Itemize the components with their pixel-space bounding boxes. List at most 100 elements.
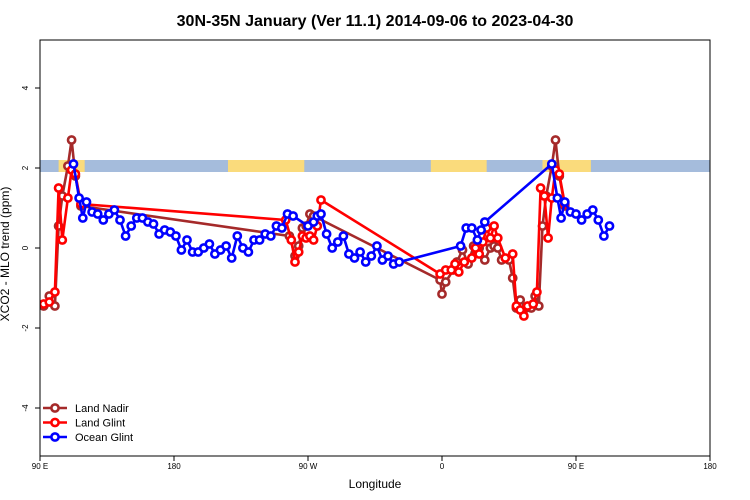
data-point-ocean-glint: [120, 231, 131, 241]
data-point-ocean-glint: [81, 197, 92, 207]
legend-item-land-glint: Land Glint: [43, 418, 125, 430]
data-point-ocean-glint: [115, 215, 125, 225]
data-point-land-glint: [528, 299, 539, 309]
data-point-ocean-glint: [243, 247, 254, 257]
data-point-land-glint: [316, 195, 326, 205]
data-point-land-glint: [500, 253, 511, 263]
data-point-land-glint: [57, 235, 68, 245]
surface-band: [40, 160, 710, 172]
data-point-land-glint: [286, 235, 297, 245]
data-point-ocean-glint: [366, 251, 377, 261]
x-tick-label: 90 E: [32, 462, 48, 471]
data-point-ocean-glint: [232, 231, 243, 241]
data-point-ocean-glint: [552, 193, 563, 203]
data-point-ocean-glint: [455, 241, 466, 251]
legend-item-land-nadir: Land Nadir: [43, 403, 129, 415]
series-ocean-glint: [68, 159, 615, 269]
data-point-land-glint: [63, 193, 73, 203]
data-point-ocean-glint: [338, 231, 349, 241]
data-point-land-nadir: [440, 277, 451, 287]
band-land-segment: [430, 160, 487, 172]
data-point-ocean-glint: [476, 225, 486, 235]
y-tick-label: -4: [21, 404, 30, 412]
data-point-ocean-glint: [479, 217, 490, 227]
chart-title: 30N-35N January (Ver 11.1) 2014-09-06 to…: [177, 13, 574, 30]
data-point-ocean-glint: [466, 223, 477, 233]
data-point-ocean-glint: [472, 235, 483, 245]
data-point-land-glint: [459, 257, 470, 267]
data-point-ocean-glint: [371, 241, 382, 251]
data-point-land-glint: [50, 287, 60, 297]
data-point-land-glint: [535, 183, 546, 193]
data-point-land-glint: [466, 253, 477, 263]
data-point-ocean-glint: [599, 231, 609, 241]
data-point-ocean-glint: [288, 211, 298, 221]
data-point-ocean-glint: [604, 221, 615, 231]
data-point-ocean-glint: [571, 209, 581, 219]
data-point-land-glint: [539, 191, 550, 201]
data-point-land-glint: [492, 233, 503, 243]
data-point-ocean-glint: [77, 213, 88, 223]
data-point-ocean-glint: [546, 159, 557, 169]
data-point-ocean-glint: [176, 245, 187, 255]
data-point-land-glint: [450, 259, 460, 269]
data-point-ocean-glint: [148, 219, 159, 229]
data-point-ocean-glint: [556, 213, 566, 223]
data-point-land-glint: [453, 267, 464, 277]
series-land-glint: [40, 165, 570, 321]
legend-marker: [50, 417, 60, 428]
data-point-land-glint: [543, 233, 553, 243]
axes: 90 E 180 90 W 0 90 E 180 -4 -2 0 2 4: [21, 85, 717, 471]
data-point-ocean-glint: [360, 257, 371, 267]
data-point-ocean-glint: [383, 251, 393, 261]
y-tick-label: 0: [21, 245, 30, 250]
data-point-ocean-glint: [74, 193, 84, 203]
data-point-ocean-glint: [576, 215, 587, 225]
legend-label: Land Glint: [75, 418, 125, 430]
x-tick-label: 180: [703, 462, 717, 471]
data-point-ocean-glint: [170, 231, 181, 241]
y-tick-label: 2: [21, 165, 30, 170]
legend-label: Land Nadir: [75, 403, 129, 415]
data-point-ocean-glint: [226, 253, 237, 263]
data-point-ocean-glint: [221, 241, 231, 251]
band-land-segment: [227, 160, 305, 172]
legend-item-ocean-glint: Ocean Glint: [43, 432, 133, 444]
data-point-ocean-glint: [98, 215, 109, 225]
data-point-land-nadir: [550, 135, 561, 145]
data-point-ocean-glint: [92, 209, 103, 219]
data-point-ocean-glint: [559, 197, 570, 207]
data-point-ocean-glint: [332, 237, 343, 247]
data-point-ocean-glint: [109, 205, 120, 215]
x-tick-label: 90 E: [568, 462, 584, 471]
data-point-ocean-glint: [593, 215, 604, 225]
y-tick-label: -2: [21, 324, 30, 332]
data-point-land-glint: [53, 183, 64, 193]
y-axis-label: XCO2 - MLO trend (ppm): [0, 187, 12, 322]
data-point-land-nadir: [479, 255, 490, 265]
data-point-ocean-glint: [327, 243, 338, 253]
data-point-land-glint: [44, 297, 55, 307]
data-point-ocean-glint: [355, 247, 365, 257]
data-point-ocean-glint: [349, 253, 360, 263]
data-point-ocean-glint: [394, 257, 405, 267]
x-tick-label: 180: [167, 462, 181, 471]
data-point-land-glint: [293, 247, 304, 257]
data-point-ocean-glint: [204, 239, 215, 249]
band-ocean: [40, 160, 710, 172]
x-tick-label: 90 W: [299, 462, 318, 471]
data-point-ocean-glint: [321, 229, 332, 239]
data-point-land-nadir: [66, 135, 77, 145]
data-point-ocean-glint: [254, 235, 265, 245]
data-point-ocean-glint: [68, 159, 79, 169]
data-point-land-glint: [532, 287, 542, 297]
x-axis-label: Longitude: [349, 477, 402, 491]
data-point-ocean-glint: [276, 223, 287, 233]
data-point-land-glint: [554, 169, 565, 179]
data-point-ocean-glint: [265, 231, 276, 241]
data-point-ocean-glint: [182, 235, 192, 245]
legend-marker: [50, 432, 60, 442]
data-point-land-glint: [519, 311, 529, 321]
legend-label: Ocean Glint: [75, 432, 133, 444]
